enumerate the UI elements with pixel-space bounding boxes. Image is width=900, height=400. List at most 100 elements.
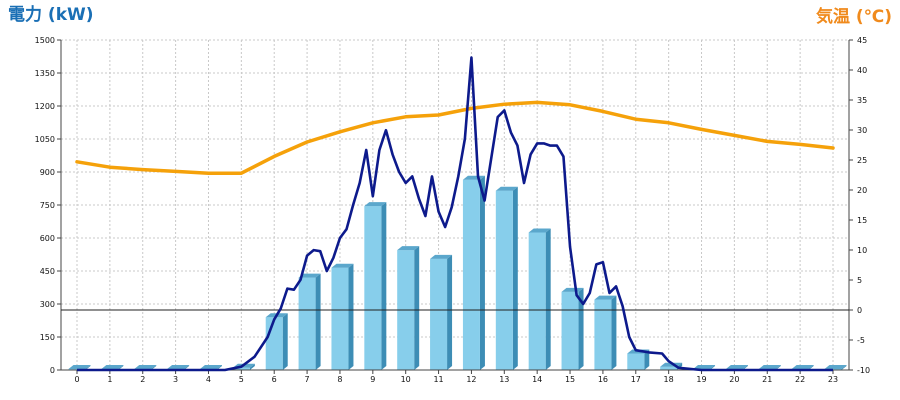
- temperature-line: [75, 100, 835, 175]
- power-bar: [495, 186, 518, 370]
- power-bar-top: [364, 202, 387, 207]
- power-bar-side: [315, 273, 321, 370]
- power-bar-side: [381, 202, 387, 370]
- power-bar-side: [447, 254, 453, 370]
- power-bar: [594, 295, 617, 370]
- power-bar: [462, 175, 485, 370]
- power-bar-front: [331, 267, 349, 370]
- power-bar-side: [479, 175, 485, 370]
- power-bar-side: [644, 349, 650, 370]
- left-tick-label: 300: [40, 300, 55, 309]
- left-tick-label: 150: [40, 333, 55, 342]
- power-bar: [331, 263, 354, 370]
- power-bars: [68, 175, 847, 370]
- x-tick-label: 11: [433, 375, 443, 384]
- right-tick-label: 0: [857, 306, 862, 315]
- series-lines: [75, 56, 835, 372]
- x-tick-label: 19: [696, 375, 706, 384]
- power-bar-side: [282, 313, 288, 370]
- left-tick-label: 1200: [35, 102, 55, 111]
- right-tick-label: -5: [857, 336, 865, 345]
- power-bar-top: [693, 365, 716, 369]
- x-tick-label: 18: [664, 375, 674, 384]
- power-bar: [528, 228, 551, 370]
- power-bar-side: [414, 246, 420, 370]
- gridlines: [61, 39, 849, 370]
- power-bar: [364, 202, 387, 370]
- power-bar-front: [232, 367, 250, 370]
- power-bar-side: [348, 263, 354, 370]
- x-tick-label: 20: [729, 375, 739, 384]
- left-tick-label: 600: [40, 234, 55, 243]
- left-tick-label: 900: [40, 168, 55, 177]
- x-tick-label: 4: [206, 375, 211, 384]
- left-tick-label: 1350: [35, 69, 55, 78]
- power-bar-side: [512, 186, 518, 370]
- x-tick-label: 14: [532, 375, 542, 384]
- power-bar-side: [578, 287, 584, 370]
- left-tick-label: 750: [40, 201, 55, 210]
- right-tick-label: 45: [857, 36, 867, 45]
- power-bar-front: [627, 353, 645, 370]
- power-bar-front: [561, 291, 579, 370]
- power-bar-top: [725, 365, 748, 369]
- power-bar-front: [594, 299, 612, 370]
- power-bar: [397, 246, 420, 370]
- power-bar-side: [611, 295, 617, 370]
- right-tick-label: 25: [857, 156, 867, 165]
- x-tick-label: 22: [795, 375, 805, 384]
- power-bar-top: [791, 365, 814, 369]
- right-axis-title: 気温 (℃): [815, 6, 892, 27]
- left-tick-label: 1500: [35, 36, 55, 45]
- left-tick-label: 0: [50, 366, 55, 375]
- x-tick-label: 15: [565, 375, 575, 384]
- power-bar-front: [430, 258, 448, 370]
- power-bar-top: [101, 365, 124, 369]
- right-tick-label: 35: [857, 96, 867, 105]
- power-bar-top: [134, 365, 157, 369]
- power-bar-front: [265, 317, 283, 370]
- x-tick-label: 6: [272, 375, 277, 384]
- x-tick-label: 9: [370, 375, 375, 384]
- power-line: [77, 56, 833, 372]
- left-tick-label: 450: [40, 267, 55, 276]
- left-tick-label: 1050: [35, 135, 55, 144]
- power-bar-front: [298, 277, 316, 370]
- power-bar-side: [249, 363, 255, 370]
- power-bar-front: [462, 179, 480, 370]
- power-bar-front: [660, 366, 678, 370]
- right-tick-label: -10: [857, 366, 870, 375]
- x-tick-label: 0: [74, 375, 79, 384]
- power-bar-top: [758, 365, 781, 369]
- power-bar-front: [495, 190, 513, 370]
- x-tick-label: 17: [631, 375, 641, 384]
- power-bar: [265, 313, 288, 370]
- power-bar-top: [397, 246, 420, 251]
- x-tick-label: 2: [140, 375, 145, 384]
- axes: [57, 39, 853, 374]
- right-tick-label: 10: [857, 246, 867, 255]
- x-tick-label: 10: [401, 375, 411, 384]
- power-bar: [298, 273, 321, 370]
- tick-labels: 01503004506007509001050120013501500-10-5…: [35, 36, 870, 384]
- x-tick-label: 21: [762, 375, 772, 384]
- x-tick-label: 3: [173, 375, 178, 384]
- power-bar-front: [528, 232, 546, 370]
- x-tick-label: 12: [466, 375, 476, 384]
- power-bar-top: [594, 295, 617, 300]
- power-bar-top: [68, 365, 91, 369]
- power-bar-top: [298, 273, 321, 278]
- x-tick-label: 23: [828, 375, 838, 384]
- power-bar-top: [561, 287, 584, 292]
- x-tick-label: 8: [337, 375, 342, 384]
- power-bar-top: [528, 228, 551, 233]
- power-bar-top: [167, 365, 190, 369]
- power-bar: [430, 254, 453, 370]
- x-tick-label: 1: [107, 375, 112, 384]
- power-bar-side: [841, 365, 847, 370]
- right-tick-label: 30: [857, 126, 867, 135]
- x-tick-label: 13: [499, 375, 509, 384]
- power-bar-top: [430, 254, 453, 259]
- right-tick-label: 15: [857, 216, 867, 225]
